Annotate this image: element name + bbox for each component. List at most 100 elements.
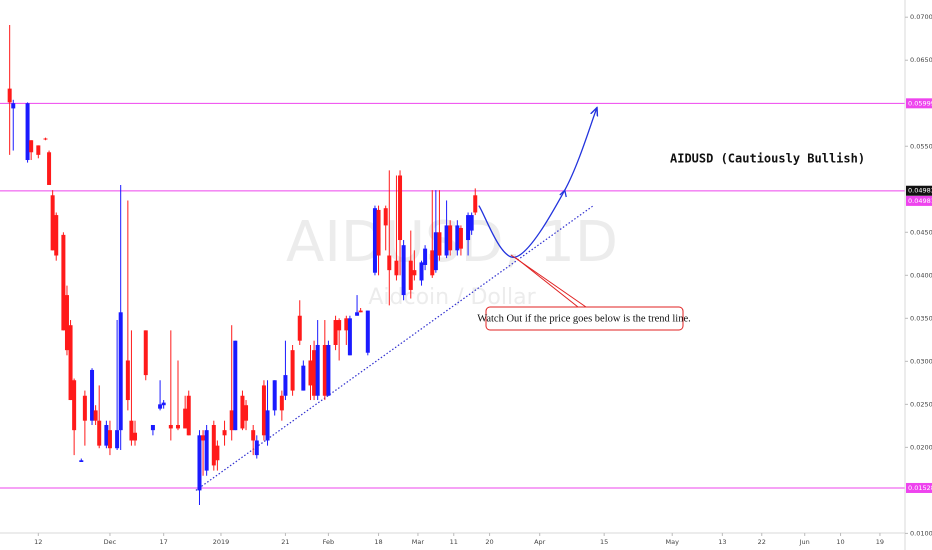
candle-body bbox=[64, 295, 69, 351]
candle-body bbox=[25, 103, 30, 161]
x-tick-label: Mar bbox=[412, 538, 425, 546]
x-tick-label: May bbox=[665, 538, 679, 546]
x-tick-label: 2019 bbox=[213, 538, 230, 546]
candle-body bbox=[211, 424, 216, 466]
candle-body bbox=[355, 312, 360, 316]
candle-body bbox=[93, 410, 98, 421]
candle-body bbox=[473, 195, 478, 213]
candle-body bbox=[143, 330, 148, 376]
candle-body bbox=[125, 360, 130, 401]
candle-body bbox=[129, 420, 134, 441]
callout-text: Watch Out if the price goes below is the… bbox=[477, 313, 690, 324]
candle-body bbox=[11, 103, 16, 109]
candle-body bbox=[133, 432, 138, 441]
candle-body bbox=[458, 227, 463, 249]
candle-body bbox=[107, 430, 112, 449]
x-tick-label: 18 bbox=[374, 538, 382, 546]
x-tick-label: 10 bbox=[836, 538, 844, 546]
candle-body bbox=[201, 435, 206, 441]
candle-body bbox=[308, 360, 313, 386]
projection-arrowhead bbox=[559, 188, 567, 198]
candle-body bbox=[283, 375, 288, 396]
candle-body bbox=[72, 380, 77, 431]
x-tick-label: 15 bbox=[600, 538, 608, 546]
candle-body bbox=[150, 424, 155, 431]
candle-body bbox=[337, 320, 342, 331]
level-label: 0.05999 bbox=[908, 99, 932, 107]
x-tick-label: 21 bbox=[281, 538, 289, 546]
candle-body bbox=[376, 209, 381, 256]
candle-body bbox=[433, 232, 438, 271]
candle-body bbox=[254, 440, 259, 456]
candle-body bbox=[229, 410, 234, 431]
candle-body bbox=[344, 318, 349, 331]
candle-body bbox=[444, 225, 449, 256]
candle-body bbox=[222, 430, 227, 436]
candle-body bbox=[466, 215, 471, 241]
candle-body bbox=[387, 255, 392, 271]
candle-body bbox=[408, 260, 413, 290]
projection-arrow bbox=[478, 108, 597, 258]
y-tick-label: 0.01000 bbox=[910, 529, 932, 537]
candle-body bbox=[47, 152, 52, 185]
last-price-label: 0.04983 bbox=[908, 187, 932, 195]
candle-body bbox=[430, 250, 435, 276]
x-tick-label: 22 bbox=[758, 538, 766, 546]
candle-body bbox=[43, 138, 48, 140]
candle-body bbox=[115, 430, 120, 449]
level-label: 0.04981 bbox=[908, 197, 932, 205]
candle-body bbox=[251, 430, 256, 441]
candle-body bbox=[186, 395, 191, 436]
candle-body bbox=[347, 318, 352, 356]
candle-body bbox=[279, 395, 284, 411]
candle-body bbox=[97, 420, 102, 446]
candle-body bbox=[161, 402, 166, 406]
watermark-subtitle: Aidcoin / Dollar bbox=[368, 285, 536, 310]
candle-body bbox=[233, 340, 238, 431]
candle-body bbox=[61, 234, 66, 331]
candle-body bbox=[261, 385, 266, 436]
candle-body bbox=[50, 195, 55, 251]
candle-body bbox=[90, 369, 95, 421]
candle-body bbox=[394, 260, 399, 276]
candle-body bbox=[29, 140, 34, 153]
x-tick-label: 12 bbox=[34, 538, 42, 546]
candle-body bbox=[240, 395, 245, 429]
candle-body bbox=[197, 435, 202, 491]
candle-body bbox=[272, 380, 277, 411]
callout-box bbox=[485, 306, 684, 331]
candle-body bbox=[265, 410, 270, 441]
candle-body bbox=[244, 405, 249, 421]
candle-body bbox=[322, 344, 327, 396]
candle-body bbox=[312, 350, 317, 396]
x-tick-label: Feb bbox=[323, 538, 335, 546]
candle-body bbox=[204, 430, 209, 471]
candle-body bbox=[215, 445, 220, 461]
x-tick-label: 20 bbox=[485, 538, 493, 546]
candle-body bbox=[82, 395, 87, 421]
candle-body bbox=[175, 424, 180, 429]
candle-body bbox=[419, 262, 424, 281]
x-tick-label: 11 bbox=[450, 538, 458, 546]
level-label: 0.01528 bbox=[908, 484, 932, 492]
candle-body bbox=[68, 325, 73, 401]
candle-body bbox=[36, 145, 41, 155]
candle-body bbox=[315, 344, 320, 396]
level-label-box bbox=[906, 482, 932, 493]
chart-title: AIDUSD (Cautiously Bullish) bbox=[670, 152, 865, 166]
candle-body bbox=[79, 460, 84, 462]
x-tick-label: Jun bbox=[799, 538, 810, 546]
candle-body bbox=[168, 424, 173, 429]
candle-body bbox=[301, 365, 306, 391]
candle-body bbox=[7, 88, 12, 103]
